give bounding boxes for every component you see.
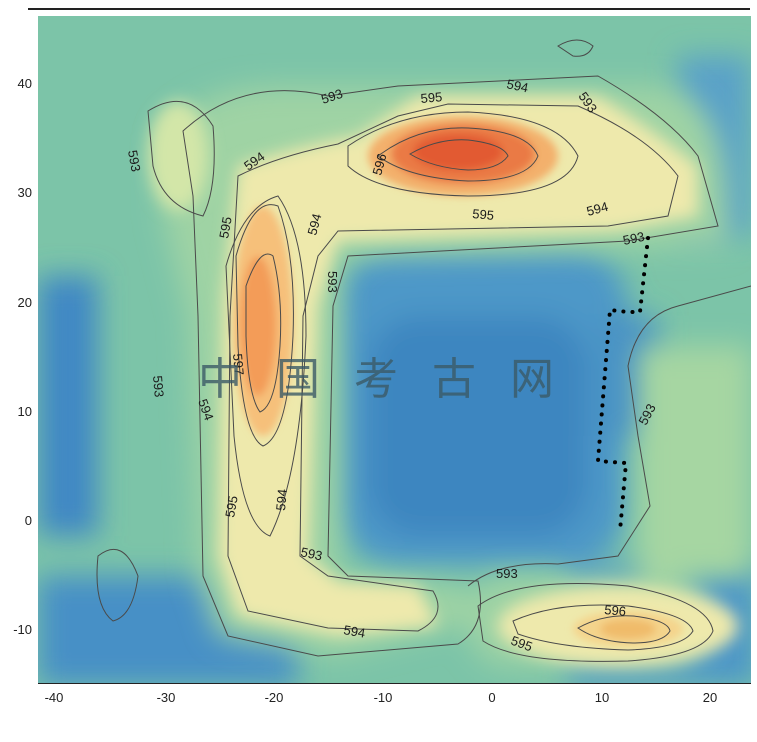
- x-tick-label: -40: [44, 690, 64, 705]
- x-tick-label: -10: [373, 690, 393, 705]
- contour-label: 596: [369, 152, 389, 177]
- contour-label: 597: [230, 353, 247, 376]
- contour-label: 595: [509, 633, 535, 655]
- contour-label: 594: [273, 488, 290, 511]
- contour-label: 595: [222, 495, 241, 519]
- x-tick-label: -30: [156, 690, 176, 705]
- watermark-text: 中国考古网: [198, 354, 588, 405]
- y-tick-label: 0: [24, 513, 32, 528]
- x-axis-line: [38, 683, 751, 684]
- contour-label: 594: [505, 76, 529, 95]
- contour-label: 594: [195, 397, 217, 423]
- contour-label: 595: [216, 216, 235, 240]
- contour-label: 593: [319, 86, 344, 107]
- contour-lines: [96, 39, 751, 662]
- x-tick-label: 10: [594, 690, 610, 705]
- contour-label: 593: [299, 544, 323, 563]
- contour-label: 593: [150, 375, 167, 398]
- top-rule: [28, 8, 750, 10]
- contour-label: 594: [585, 199, 610, 219]
- y-tick-label: -10: [13, 622, 32, 637]
- contour-label: 593: [496, 566, 518, 581]
- contour-label: 596: [604, 602, 627, 619]
- y-tick-label: 10: [17, 404, 32, 419]
- y-tick-label: 40: [17, 76, 32, 91]
- contour-label: 594: [342, 622, 366, 641]
- contour-label: 595: [420, 89, 443, 106]
- y-tick-label: 20: [17, 295, 32, 310]
- contour-label: 595: [472, 206, 495, 223]
- dotted-wall-line: [595, 236, 650, 533]
- contour-label: 593: [125, 149, 144, 173]
- x-tick-label: 20: [702, 690, 718, 705]
- y-tick-label: 30: [17, 185, 32, 200]
- contour-label: 593: [622, 229, 646, 248]
- contour-label: 593: [325, 271, 340, 293]
- contour-map-svg: 593 593 593 593 593 593 593 593 593 594 …: [38, 16, 751, 683]
- x-tick-label: -20: [264, 690, 284, 705]
- contour-label: 594: [304, 212, 324, 237]
- contour-map: 593 593 593 593 593 593 593 593 593 594 …: [38, 16, 751, 683]
- x-tick-label: 0: [488, 690, 496, 705]
